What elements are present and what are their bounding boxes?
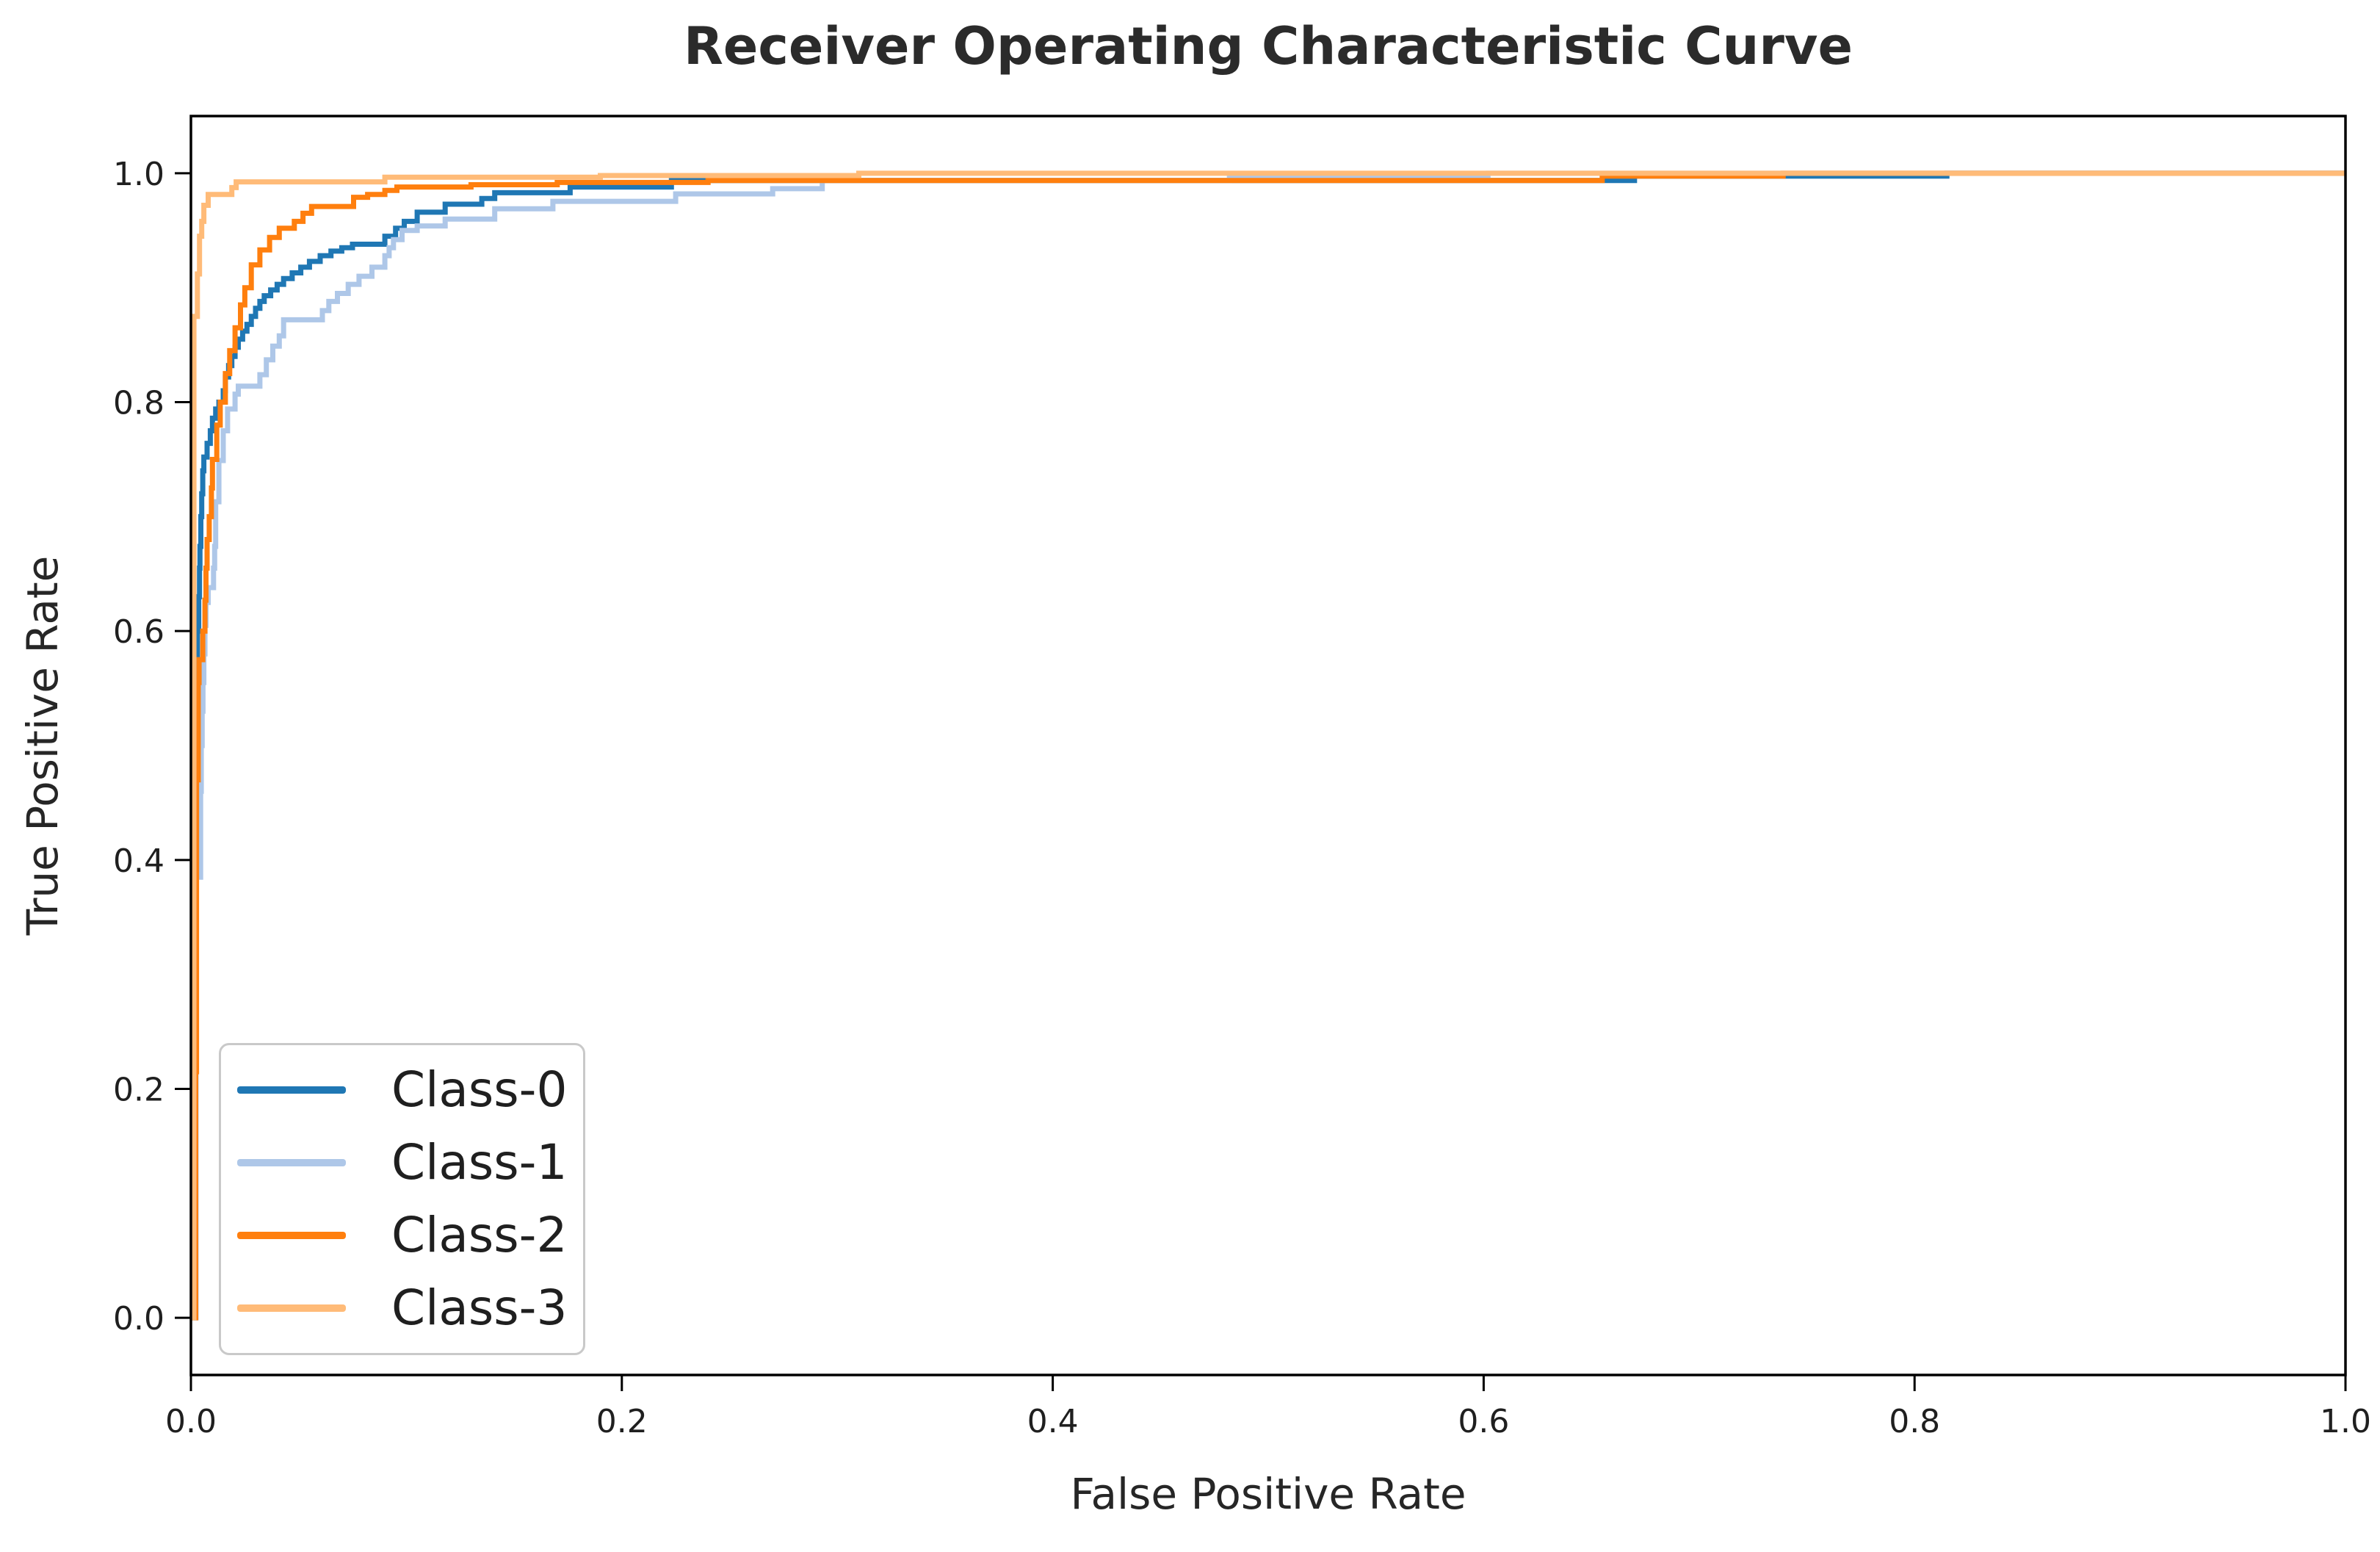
legend-line-class-0: [237, 1086, 346, 1094]
y-tick-label-1.0: 1.0: [113, 156, 164, 193]
roc-curve-class-2: [191, 170, 2345, 1321]
legend-label: Class-0: [391, 1061, 568, 1119]
x-tick-label-0.2: 0.2: [596, 1403, 648, 1440]
legend-label: Class-2: [391, 1206, 568, 1263]
x-tick-label-1.0: 1.0: [2320, 1403, 2371, 1440]
y-tick-label-0.6: 0.6: [113, 613, 164, 651]
legend-item-class-2: Class-2: [237, 1206, 576, 1263]
roc-curve-class-0: [191, 170, 2345, 1321]
legend-label: Class-3: [391, 1279, 568, 1336]
plot-border: [189, 115, 2347, 1376]
legend-line-class-3: [237, 1304, 346, 1312]
x-tick-label-0.6: 0.6: [1458, 1403, 1509, 1440]
y-tick-label-0.0: 0.0: [113, 1300, 164, 1338]
y-tick-label-0.4: 0.4: [113, 842, 164, 880]
legend-item-class-3: Class-3: [237, 1279, 576, 1336]
legend-item-class-0: Class-0: [237, 1066, 576, 1114]
legend-label: Class-1: [391, 1134, 568, 1191]
y-tick-label-0.8: 0.8: [113, 385, 164, 422]
y-tick-label-0.2: 0.2: [113, 1071, 164, 1108]
y-axis-label: True Positive Rate: [18, 555, 68, 936]
chart-title: Receiver Operating Characteristic Curve: [684, 16, 1853, 76]
legend-line-class-2: [237, 1231, 346, 1239]
roc-curve-class-3: [191, 170, 2345, 1321]
x-tick-label-0.4: 0.4: [1027, 1403, 1079, 1440]
legend-item-class-1: Class-1: [237, 1138, 576, 1187]
legend: Class-0 Class-1 Class-2 Class-3: [219, 1043, 585, 1355]
legend-line-class-1: [237, 1159, 346, 1167]
x-tick-label-0.0: 0.0: [165, 1403, 217, 1440]
x-axis-label: False Positive Rate: [1070, 1469, 1466, 1519]
x-tick-label-0.8: 0.8: [1889, 1403, 1940, 1440]
